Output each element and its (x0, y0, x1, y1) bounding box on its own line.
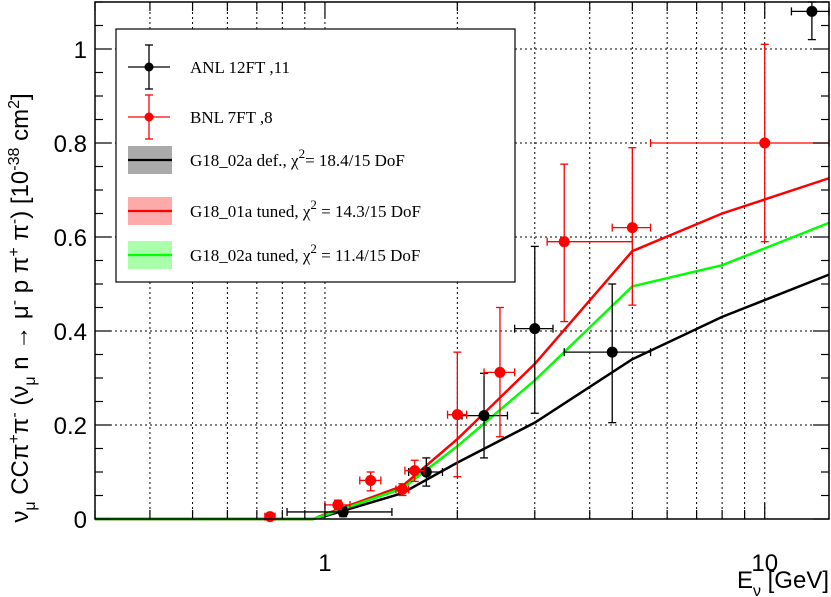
legend-entry: ANL 12FT ,11 (128, 44, 290, 90)
tick-labels: 0 0.2 0.4 0.6 0.8 1 1 10 (54, 37, 778, 577)
y-tick-label: 0.8 (54, 131, 87, 158)
data-marker (451, 409, 463, 421)
data-point (324, 499, 351, 511)
x-tick-label: 10 (751, 550, 778, 577)
data-points (264, 1, 830, 523)
legend-label: BNL 7FT ,8 (190, 108, 273, 127)
legend-entry: G18_01a tuned, χ2 = 14.3/15 DoF (128, 197, 421, 225)
legend-entry: G18_02a def., χ2= 18.4/15 DoF (128, 146, 405, 174)
data-marker (365, 474, 377, 486)
data-marker (396, 483, 408, 495)
axis-ticks (94, 1, 829, 520)
model-curve (95, 273, 830, 521)
data-marker (409, 465, 421, 477)
data-point (359, 471, 382, 492)
y-tick-label: 0.4 (54, 319, 87, 346)
y-tick-label: 0 (74, 507, 87, 534)
data-point (264, 511, 276, 523)
data-point (461, 372, 509, 459)
data-marker (494, 366, 506, 378)
data-marker (420, 466, 432, 478)
legend-label: ANL 12FT ,11 (190, 58, 290, 77)
legend-marker (144, 62, 154, 72)
data-marker (332, 499, 344, 511)
data-point (408, 457, 444, 487)
data-marker (478, 410, 490, 422)
data-point (446, 351, 468, 478)
legend: ANL 12FT ,11 BNL 7FT ,8 G18_02a def., χ2= … (115, 28, 516, 283)
data-point (395, 483, 410, 497)
data-marker (529, 323, 541, 335)
legend-box (115, 28, 516, 283)
data-marker (264, 511, 276, 523)
x-tick-label: 1 (318, 550, 331, 577)
legend-entry: G18_02a tuned, χ2 = 11.4/15 DoF (128, 241, 420, 269)
data-point (790, 1, 830, 41)
y-tick-label: 0.2 (54, 413, 87, 440)
data-point (563, 283, 652, 424)
data-point (649, 43, 830, 243)
data-point (514, 245, 554, 414)
data-marker (626, 222, 638, 234)
legend-marker (144, 112, 154, 122)
legend-entry: BNL 7FT ,8 (128, 94, 273, 140)
data-point (404, 459, 425, 483)
x-axis-label: Eν [GeV] (737, 567, 829, 597)
data-marker (759, 137, 771, 149)
data-point (611, 147, 652, 306)
data-marker (806, 5, 818, 17)
data-point (483, 306, 516, 438)
y-axis-label: νμ CCπ+π- (νμ n → μ- p π+ π-) [10-38 cm2… (6, 93, 39, 522)
y-tick-label: 0.6 (54, 225, 87, 252)
data-point (546, 163, 633, 323)
data-marker (606, 346, 618, 358)
data-marker (558, 236, 570, 248)
y-tick-label: 1 (74, 37, 87, 64)
